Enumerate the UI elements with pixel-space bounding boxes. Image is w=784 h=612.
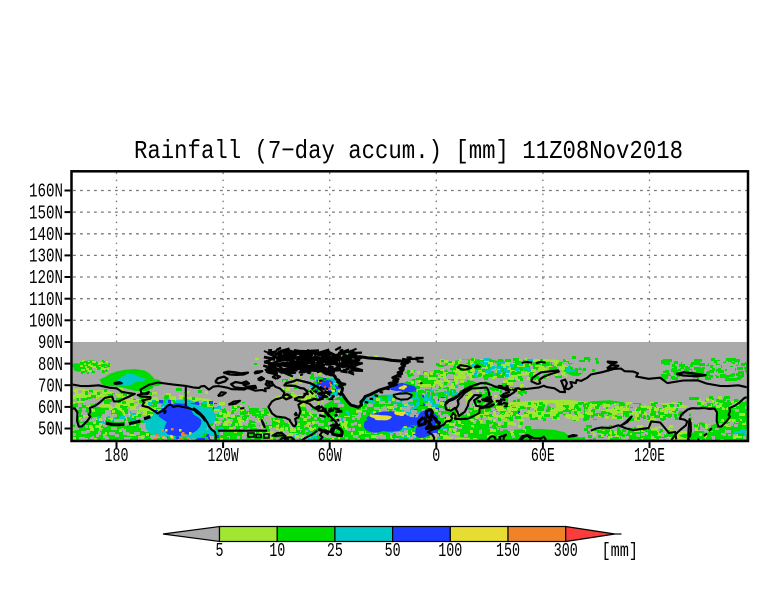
svg-text:140N: 140N — [29, 224, 63, 246]
svg-text:120W: 120W — [208, 445, 239, 467]
svg-text:5: 5 — [216, 540, 224, 562]
svg-text:150: 150 — [496, 540, 520, 562]
svg-text:180: 180 — [105, 445, 129, 467]
svg-text:130N: 130N — [29, 246, 63, 268]
svg-text:80N: 80N — [38, 354, 63, 376]
svg-text:50N: 50N — [38, 419, 63, 441]
svg-text:160N: 160N — [29, 181, 63, 203]
svg-text:60N: 60N — [38, 397, 63, 419]
svg-text:150N: 150N — [29, 202, 63, 224]
svg-text:50: 50 — [385, 540, 401, 562]
svg-text:10: 10 — [269, 540, 285, 562]
svg-text:[mm]: [mm] — [602, 540, 639, 562]
svg-text:100: 100 — [438, 540, 462, 562]
svg-text:25: 25 — [327, 540, 343, 562]
svg-text:70N: 70N — [38, 375, 63, 397]
svg-text:300: 300 — [554, 540, 578, 562]
svg-text:120E: 120E — [634, 445, 665, 467]
svg-text:100N: 100N — [29, 311, 63, 333]
svg-text:110N: 110N — [29, 289, 63, 311]
svg-text:0: 0 — [432, 445, 440, 467]
svg-text:60E: 60E — [531, 445, 555, 467]
svg-text:60W: 60W — [318, 445, 342, 467]
svg-text:Rainfall (7−day accum.) [mm] 1: Rainfall (7−day accum.) [mm] 11Z08Nov201… — [134, 136, 683, 166]
svg-text:90N: 90N — [38, 332, 63, 354]
svg-text:120N: 120N — [29, 267, 63, 289]
